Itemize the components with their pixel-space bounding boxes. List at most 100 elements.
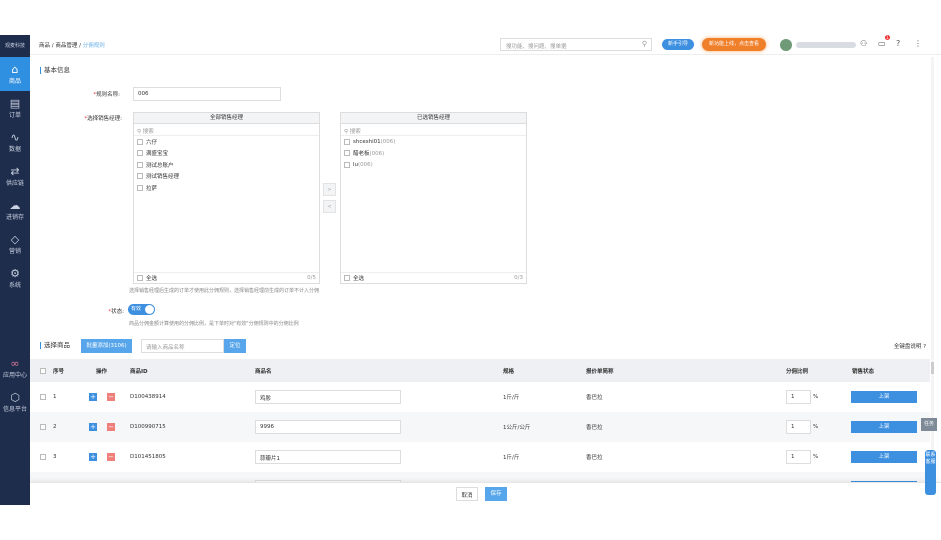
sale-status-button[interactable]: 上架	[851, 391, 917, 403]
section-select-goods: 选择商品	[40, 342, 70, 349]
avatar[interactable]	[780, 39, 792, 51]
toggle-knob	[145, 305, 154, 314]
cancel-button[interactable]: 取消	[456, 487, 478, 501]
remove-icon[interactable]: −	[107, 393, 115, 401]
table-header: 序号 操作 商品ID 商品名 规格 报价单简称 分佣比例 销售状态	[30, 359, 930, 382]
row-no: 1	[53, 394, 57, 400]
sidebar-item-supply-chain[interactable]: ⇄ 供应链	[0, 159, 30, 193]
user-name-blurred[interactable]	[796, 42, 856, 48]
search-placeholder: 搜功能、搜问题、搜单据	[506, 44, 567, 50]
keyboard-help-link[interactable]: 全键盘说明 ?	[893, 344, 926, 350]
tag-icon: ◇	[10, 232, 20, 246]
row-checkbox[interactable]	[40, 394, 46, 400]
scrollbar[interactable]	[931, 57, 934, 482]
row-checkbox[interactable]	[40, 424, 46, 430]
percent-unit: %	[813, 394, 819, 400]
list-item[interactable]: 醋老板(006)	[341, 148, 526, 160]
list-item[interactable]: lu(006)	[341, 159, 526, 171]
selected-managers-list: 已选销售经理 ⚲ 搜索 shceshi01(006) 醋老板(006) lu(0…	[340, 112, 527, 284]
sidebar: 观麦科技 ⌂ 商品 ▤ 订单 ∿ 数据 ⇄ 供应链 ☁ 进销存 ◇ 营销 ⚙ 系统 ∞ 应用中心…	[0, 35, 30, 505]
managers-label: *选择销售经理:	[84, 116, 122, 122]
sidebar-item-marketing[interactable]: ◇ 营销	[0, 227, 30, 261]
row-quote: 香巴拉	[586, 395, 603, 401]
checkbox[interactable]	[137, 173, 143, 180]
sidebar-item-inventory[interactable]: ☁ 进销存	[0, 193, 30, 227]
select-all-checkbox[interactable]	[40, 367, 46, 374]
checkbox[interactable]	[137, 138, 143, 145]
sidebar-item-info-platform[interactable]: ⬡ 信息平台	[0, 385, 30, 419]
move-left-button[interactable]: <	[323, 200, 336, 213]
checkbox[interactable]	[344, 138, 350, 145]
global-search-input[interactable]: 搜功能、搜问题、搜单据 ⚲	[500, 38, 652, 51]
help-icon[interactable]: ?	[896, 39, 901, 48]
checkbox[interactable]	[344, 150, 350, 157]
select-all-checkbox[interactable]	[137, 275, 143, 281]
guide-button[interactable]: 新手引导	[662, 39, 695, 50]
checkbox[interactable]	[344, 161, 350, 168]
add-icon[interactable]: +	[89, 423, 97, 431]
table-row: 2 + − D100990715 9996 1公斤/公斤 香巴拉 1 % 上架	[30, 412, 930, 442]
goods-name-input[interactable]: 9996	[255, 420, 401, 434]
sidebar-item-goods[interactable]: ⌂ 商品	[0, 57, 30, 91]
ratio-input[interactable]: 1	[786, 390, 811, 404]
sale-status-button[interactable]: 上架	[851, 421, 917, 433]
section-basic-info: 基本信息	[40, 67, 70, 74]
list-item[interactable]: 测试总账户	[134, 159, 319, 171]
select-all-row: 全选 0/5	[134, 272, 319, 283]
checkbox[interactable]	[137, 150, 143, 157]
sidebar-item-orders[interactable]: ▤ 订单	[0, 91, 30, 125]
row-checkbox[interactable]	[40, 454, 46, 460]
sidebar-item-label: 订单	[8, 111, 21, 119]
status-toggle[interactable]: 有效	[128, 304, 155, 315]
sidebar-item-system[interactable]: ⚙ 系统	[0, 261, 30, 295]
sidebar-item-label: 营销	[8, 247, 21, 255]
app-window: 观麦科技 ⌂ 商品 ▤ 订单 ∿ 数据 ⇄ 供应链 ☁ 进销存 ◇ 营销 ⚙ 系统 ∞ 应用中心…	[0, 35, 941, 505]
goods-name-input[interactable]: 蒜瓣片1	[255, 450, 401, 464]
list-item[interactable]: 测试销售经理	[134, 171, 319, 183]
row-id: D100438914	[130, 394, 166, 400]
add-icon[interactable]: +	[89, 393, 97, 401]
sale-status-button[interactable]: 上架	[851, 451, 917, 463]
ratio-input[interactable]: 1	[786, 420, 811, 434]
checkbox[interactable]	[137, 161, 143, 168]
remove-icon[interactable]: −	[107, 453, 115, 461]
add-icon[interactable]: +	[89, 453, 97, 461]
sidebar-item-app-center[interactable]: ∞ 应用中心	[0, 351, 30, 385]
help-icon: ?	[923, 344, 926, 350]
search-icon[interactable]: ⚲	[641, 40, 647, 48]
sidebar-item-data[interactable]: ∿ 数据	[0, 125, 30, 159]
list-item[interactable]: 六仔	[134, 136, 319, 148]
breadcrumb-goods-management[interactable]: 商品管理	[55, 42, 78, 49]
checkbox[interactable]	[137, 184, 143, 191]
all-managers-list: 全部销售经理 ⚲ 搜索 六仔 满盛宝宝 测试总账户 测试销售经理 拉萨 全选 0/…	[133, 112, 320, 284]
move-right-button[interactable]: >	[323, 183, 336, 196]
ratio-input[interactable]: 1	[786, 450, 811, 464]
row-quote: 香巴拉	[586, 455, 603, 461]
locate-button[interactable]: 定位	[224, 339, 246, 353]
list-item[interactable]: shceshi01(006)	[341, 136, 526, 148]
save-button[interactable]: 保存	[485, 487, 507, 501]
goods-name-input[interactable]: 鸡胗	[255, 390, 401, 404]
user-icon[interactable]: ⚇	[860, 39, 868, 48]
customer-service-float-button[interactable]: 联系客服	[925, 450, 936, 495]
all-managers-search[interactable]: ⚲ 搜索	[134, 124, 319, 136]
breadcrumb-current: 分佣规则	[82, 42, 105, 49]
list-item[interactable]: 满盛宝宝	[134, 148, 319, 160]
select-all-checkbox[interactable]	[344, 275, 350, 281]
list-item[interactable]: 拉萨	[134, 182, 319, 194]
col-actions: 操作	[96, 368, 108, 375]
task-float-button[interactable]: 任务	[921, 418, 937, 431]
message-icon[interactable]: ▭	[878, 39, 886, 48]
breadcrumb-goods[interactable]: 商品	[39, 42, 51, 49]
row-no: 2	[53, 424, 57, 430]
new-feature-button[interactable]: 新功能上线，点击查看	[702, 38, 767, 51]
remove-icon[interactable]: −	[107, 423, 115, 431]
more-icon[interactable]: ⋮	[914, 39, 922, 48]
rule-name-input[interactable]: 006	[133, 87, 281, 101]
col-ratio: 分佣比例	[786, 368, 809, 375]
sidebar-item-label: 数据	[8, 145, 21, 153]
selected-managers-search[interactable]: ⚲ 搜索	[341, 124, 526, 136]
batch-add-button[interactable]: 批量添加(3106)	[81, 339, 132, 353]
scrollbar-thumb[interactable]	[931, 362, 934, 374]
goods-search-input[interactable]: 请输入商品名称	[141, 339, 224, 353]
